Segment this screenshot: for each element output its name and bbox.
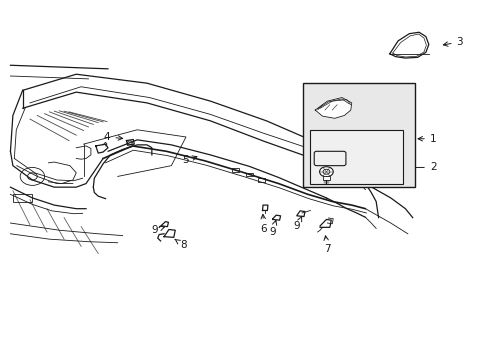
Circle shape [319,167,332,177]
Text: 4: 4 [103,132,122,142]
Text: 9: 9 [151,225,164,235]
Text: 3: 3 [443,37,462,47]
Circle shape [127,141,132,144]
Text: 2: 2 [405,162,435,172]
Bar [13,194,32,202]
Text: 5: 5 [182,155,197,165]
Text: 1: 1 [417,134,435,144]
Bar [258,178,264,182]
Bar [322,176,330,180]
FancyBboxPatch shape [310,130,402,184]
Text: 8: 8 [175,239,186,250]
Polygon shape [389,32,428,58]
Bar [245,173,252,176]
Text: 7: 7 [323,236,330,254]
Text: 6: 6 [260,214,267,234]
FancyBboxPatch shape [303,83,414,187]
Text: 9: 9 [268,220,276,237]
Text: 9: 9 [293,216,302,231]
Polygon shape [315,98,351,118]
Bar [232,168,239,172]
